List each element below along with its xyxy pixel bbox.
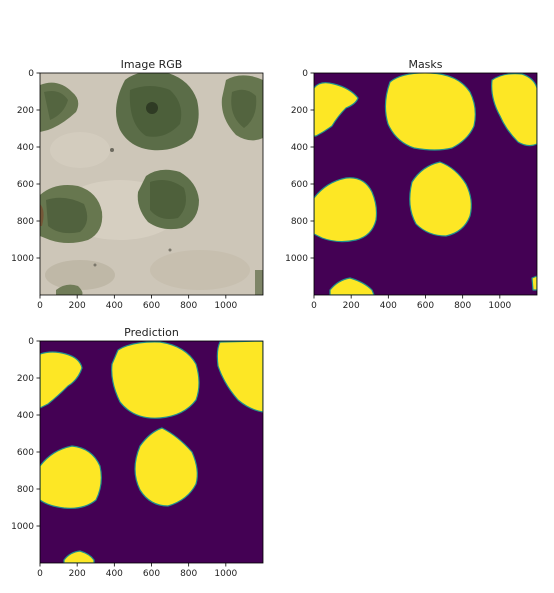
mask-region	[491, 73, 537, 147]
mask-region	[314, 82, 359, 137]
panel-title: Image RGB	[121, 58, 183, 71]
x-tick-label: 800	[180, 569, 197, 579]
prediction-region	[216, 341, 263, 413]
prediction-image	[40, 341, 263, 563]
tree-canopy	[40, 185, 103, 243]
mask-region	[384, 73, 476, 151]
panel-title: Prediction	[124, 326, 179, 339]
tree-canopy	[137, 169, 199, 230]
y-tick-label: 0	[28, 69, 34, 79]
y-tick-label: 800	[291, 217, 308, 227]
prediction-region	[63, 550, 95, 563]
x-tick-label: 800	[454, 301, 471, 311]
y-tick-label: 200	[291, 106, 308, 116]
mask-image	[314, 73, 537, 295]
y-tick-label: 1000	[11, 522, 34, 532]
prediction-region	[111, 341, 200, 419]
panel-masks: Masks	[313, 58, 538, 296]
tree-canopy	[221, 75, 263, 141]
y-tick-label: 0	[302, 69, 308, 79]
mask-region	[409, 161, 472, 237]
tree-canopy	[116, 73, 199, 151]
y-tick-label: 1000	[285, 254, 308, 264]
y-tick-label: 800	[17, 217, 34, 227]
y-tick-label: 0	[28, 337, 34, 347]
y-tick-label: 400	[17, 411, 34, 421]
tick-layer: 0 200 400 600 800 1000 0 200 400 600 800 1000 0 200 40…	[11, 69, 511, 579]
panel-rgb: Image RGB	[39, 58, 264, 296]
y-tick-label: 600	[291, 180, 308, 190]
y-tick-label: 600	[17, 180, 34, 190]
mask-region	[314, 177, 378, 243]
y-tick-label: 1000	[11, 254, 34, 264]
panel-title: Masks	[408, 58, 442, 71]
x-tick-label: 1000	[214, 301, 237, 311]
x-tick-label: 200	[69, 301, 86, 311]
x-tick-label: 1000	[214, 569, 237, 579]
prediction-region	[134, 427, 198, 507]
prediction-region	[40, 351, 83, 409]
mask-region	[531, 275, 537, 291]
rgb-image	[40, 73, 263, 295]
y-tick-label: 200	[17, 106, 34, 116]
x-tick-label: 0	[37, 569, 43, 579]
y-tick-label: 400	[17, 143, 34, 153]
x-tick-label: 1000	[488, 301, 511, 311]
prediction-region	[40, 445, 102, 509]
y-tick-label: 600	[17, 448, 34, 458]
x-tick-label: 200	[69, 569, 86, 579]
x-tick-label: 200	[343, 301, 360, 311]
y-tick-label: 200	[17, 374, 34, 384]
x-tick-label: 400	[380, 301, 397, 311]
x-tick-label: 600	[143, 569, 160, 579]
tree-canopy	[40, 82, 79, 132]
mask-region	[329, 277, 375, 295]
x-tick-label: 600	[417, 301, 434, 311]
x-tick-label: 0	[311, 301, 317, 311]
panel-prediction: Prediction	[39, 326, 264, 564]
y-tick-label: 800	[17, 485, 34, 495]
x-tick-label: 400	[106, 569, 123, 579]
y-tick-label: 400	[291, 143, 308, 153]
tree-canopy	[56, 284, 83, 295]
x-tick-label: 400	[106, 301, 123, 311]
x-tick-label: 800	[180, 301, 197, 311]
x-tick-label: 600	[143, 301, 160, 311]
x-tick-label: 0	[37, 301, 43, 311]
